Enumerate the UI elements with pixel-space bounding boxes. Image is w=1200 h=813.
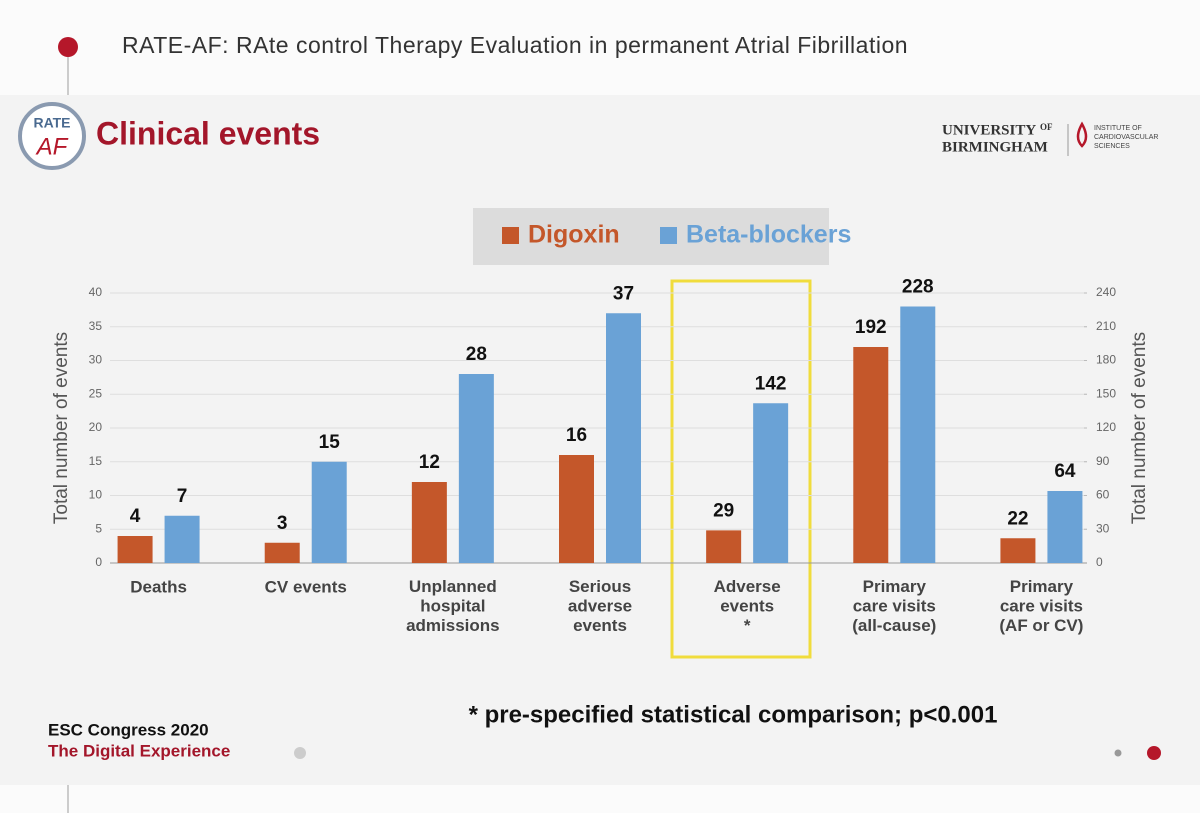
y2-tick-label: 240 — [1096, 285, 1116, 299]
university: UNIVERSITY — [942, 122, 1036, 138]
bar — [900, 306, 936, 563]
x-tick-label: Primary care visits (all-cause) — [852, 577, 936, 635]
y2-tick-label: 60 — [1096, 488, 1110, 502]
data-label: 37 — [613, 283, 634, 304]
bar — [753, 403, 789, 563]
y-tick-label: 25 — [89, 386, 103, 400]
university: BIRMINGHAM — [942, 139, 1048, 155]
y-axis-label: Total number of events — [51, 332, 72, 524]
y2-tick-label: 120 — [1096, 420, 1116, 434]
university: OF — [1040, 122, 1053, 132]
dot — [1114, 749, 1122, 757]
y2-tick-label: 180 — [1096, 353, 1116, 367]
footer: ESC Congress 2020 — [48, 720, 209, 739]
y2-tick-label: 150 — [1096, 386, 1116, 400]
bar — [853, 347, 889, 563]
bar — [117, 536, 153, 563]
logo — [18, 102, 86, 170]
legend-label: Digoxin — [528, 221, 620, 249]
y-tick-label: 40 — [89, 285, 103, 299]
y2-tick-label: 210 — [1096, 319, 1116, 333]
y-tick-label: 15 — [89, 454, 103, 468]
bullet — [58, 37, 78, 57]
data-label: 7 — [177, 486, 188, 507]
data-label: 22 — [1007, 508, 1028, 529]
data-label: 64 — [1054, 461, 1076, 482]
slide-panel — [0, 95, 1200, 785]
footnote: * pre-specified statistical comparison; … — [469, 701, 998, 728]
bar — [264, 542, 300, 563]
footer: The Digital Experience — [48, 741, 230, 760]
dot — [1147, 746, 1161, 760]
legend-label: Beta-blockers — [686, 221, 851, 249]
highlight-box — [670, 279, 812, 659]
legend — [473, 208, 829, 265]
data-label: 12 — [419, 452, 440, 473]
data-label: 4 — [130, 506, 141, 527]
x-tick-label: Unplanned hospital admissions — [406, 577, 500, 635]
bar — [1000, 538, 1036, 563]
x-tick-label: Primary care visits (AF or CV) — [999, 577, 1083, 635]
y-tick-label: 0 — [95, 555, 102, 569]
y-tick-label: 35 — [89, 319, 103, 333]
x-tick-label: Deaths — [130, 577, 187, 596]
x-tick-label: CV events — [265, 577, 347, 596]
data-label: 228 — [902, 277, 934, 298]
slide-title: Clinical events — [96, 115, 320, 151]
legend-swatch — [660, 227, 677, 244]
bar — [606, 313, 641, 563]
institute: CARDIOVASCULAR — [1094, 134, 1158, 141]
y2-tick-label: 0 — [1096, 555, 1103, 569]
data-label: 28 — [466, 344, 487, 365]
y-tick-label: 30 — [89, 353, 103, 367]
logo-text: AF — [35, 133, 69, 160]
bar — [559, 455, 594, 563]
data-label: 192 — [855, 317, 887, 338]
data-label: 16 — [566, 425, 587, 446]
data-label: 15 — [319, 432, 341, 453]
institute-icon — [1076, 121, 1088, 148]
bar — [311, 461, 347, 563]
bar — [706, 530, 742, 563]
y2-tick-label: 90 — [1096, 454, 1110, 468]
institute: INSTITUTE OF — [1094, 125, 1142, 132]
x-tick-label: Serious adverse events — [568, 577, 632, 635]
y-tick-label: 20 — [89, 420, 103, 434]
y2-tick-label: 30 — [1096, 521, 1110, 535]
y2-axis-label: Total number of events — [1129, 332, 1150, 524]
bar — [164, 515, 200, 563]
y-tick-label: 10 — [89, 488, 103, 502]
header: RATE-AF: RAte control Therapy Evaluation… — [122, 32, 908, 58]
dot — [294, 747, 306, 759]
bar — [411, 482, 447, 563]
data-label: 3 — [277, 513, 288, 534]
bar — [458, 374, 494, 563]
legend-swatch — [502, 227, 519, 244]
x-tick-label: Adverse events * — [714, 577, 781, 635]
logo-text: RATE — [33, 115, 70, 131]
data-label: 142 — [755, 373, 787, 394]
bar — [1047, 491, 1083, 563]
y-tick-label: 5 — [95, 521, 102, 535]
institute: SCIENCES — [1094, 143, 1130, 150]
data-label: 29 — [713, 500, 734, 521]
